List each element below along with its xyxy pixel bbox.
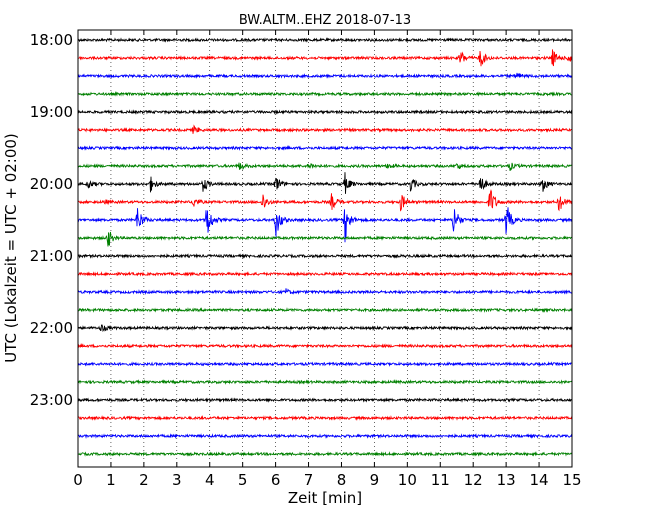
x-axis-label: Zeit [min] — [288, 489, 362, 507]
x-tick-label: 2 — [139, 471, 149, 489]
x-tick-label: 8 — [337, 471, 347, 489]
trace-1845 — [77, 91, 573, 97]
trace-2000 — [77, 172, 573, 194]
x-tick-label: 12 — [464, 471, 483, 489]
trace-1830 — [77, 72, 573, 79]
trace-1800 — [77, 37, 573, 43]
trace-2115 — [77, 271, 573, 277]
x-tick-label: 11 — [431, 471, 450, 489]
trace-2130 — [77, 288, 573, 295]
trace-2300 — [77, 397, 573, 403]
trace-2330 — [77, 433, 573, 439]
trace-2230 — [77, 361, 573, 367]
vertical-grid — [110, 30, 540, 467]
y-tick-label: 18:00 — [30, 31, 73, 49]
trace-1815 — [77, 49, 573, 67]
y-tick-label: 23:00 — [30, 391, 73, 409]
trace-2215 — [77, 343, 573, 349]
x-tick-label: 3 — [172, 471, 182, 489]
trace-1945 — [77, 162, 573, 171]
x-tick-label: 7 — [304, 471, 314, 489]
trace-2100 — [77, 253, 573, 259]
x-tick-label: 6 — [271, 471, 281, 489]
trace-1900 — [77, 109, 573, 115]
trace-2245 — [77, 379, 573, 385]
x-axis: 0 1 2 3 4 5 6 7 8 9 10 11 12 13 14 15 — [73, 30, 582, 489]
x-tick-label: 9 — [370, 471, 380, 489]
trace-2315 — [77, 415, 573, 421]
x-tick-label: 10 — [398, 471, 417, 489]
y-tick-label: 19:00 — [30, 103, 73, 121]
trace-2015 — [77, 189, 573, 212]
trace-2200 — [77, 324, 573, 333]
x-tick-label: 14 — [530, 471, 549, 489]
plot-frame — [77, 29, 573, 468]
x-tick-label: 15 — [562, 471, 581, 489]
trace-1930 — [77, 145, 573, 151]
x-tick-label: 0 — [73, 471, 83, 489]
y-tick-label: 22:00 — [30, 319, 73, 337]
y-axis: 18:00 19:00 20:00 21:00 22:00 23:00 — [30, 31, 572, 409]
trace-2345 — [78, 451, 573, 457]
y-tick-label: 21:00 — [30, 247, 73, 265]
x-tick-label: 13 — [497, 471, 516, 489]
x-tick-label: 4 — [205, 471, 215, 489]
y-axis-label: UTC (Lokalzeit = UTC + 02:00) — [2, 133, 20, 363]
x-tick-label: 1 — [106, 471, 116, 489]
x-tick-label: 5 — [238, 471, 248, 489]
chart-title: BW.ALTM..EHZ 2018-07-13 — [239, 13, 411, 28]
trace-2030 — [77, 207, 573, 243]
trace-2145 — [78, 307, 573, 313]
y-tick-label: 20:00 — [30, 175, 73, 193]
trace-2045 — [77, 231, 573, 247]
trace-1915 — [77, 124, 573, 134]
trace-lines — [77, 37, 573, 457]
